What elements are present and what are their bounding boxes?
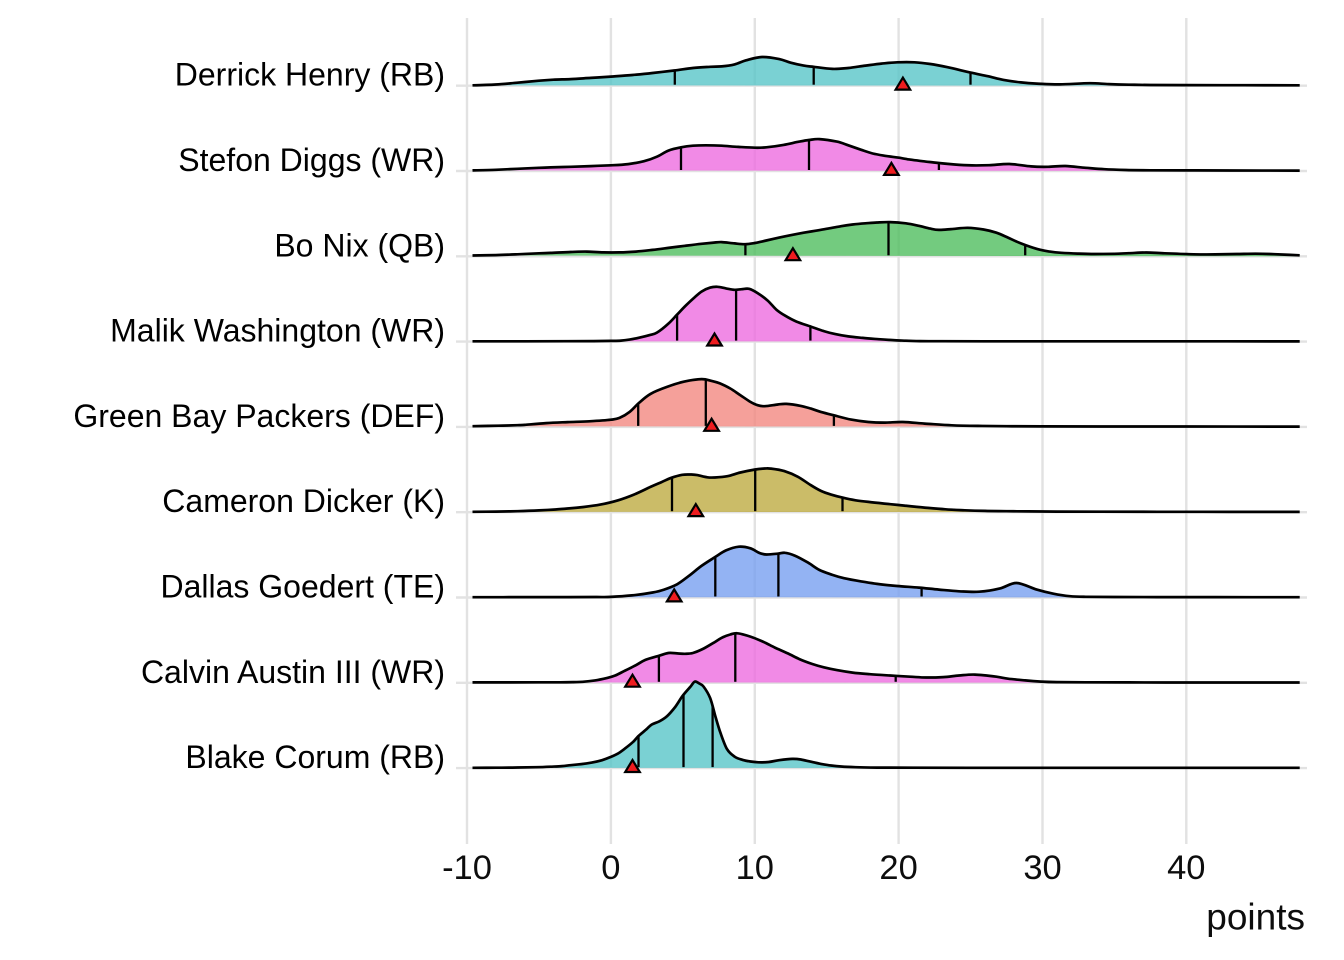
svg-text:30: 30	[1023, 849, 1061, 887]
svg-text:Green Bay Packers (DEF): Green Bay Packers (DEF)	[73, 398, 445, 434]
svg-text:Cameron Dicker (K): Cameron Dicker (K)	[162, 483, 445, 519]
svg-text:Dallas Goedert (TE): Dallas Goedert (TE)	[160, 569, 445, 605]
svg-text:Derrick Henry (RB): Derrick Henry (RB)	[175, 57, 445, 93]
svg-text:10: 10	[736, 849, 774, 887]
svg-text:Blake Corum (RB): Blake Corum (RB)	[185, 739, 445, 775]
svg-text:Calvin Austin III (WR): Calvin Austin III (WR)	[141, 654, 445, 690]
svg-text:Bo Nix (QB): Bo Nix (QB)	[274, 227, 445, 263]
svg-text:40: 40	[1167, 849, 1205, 887]
svg-text:Malik Washington (WR): Malik Washington (WR)	[110, 313, 445, 349]
svg-text:20: 20	[879, 849, 917, 887]
svg-text:points: points	[1206, 897, 1305, 938]
svg-text:-10: -10	[442, 849, 492, 887]
svg-text:0: 0	[601, 849, 620, 887]
svg-text:Stefon Diggs (WR): Stefon Diggs (WR)	[178, 142, 445, 178]
